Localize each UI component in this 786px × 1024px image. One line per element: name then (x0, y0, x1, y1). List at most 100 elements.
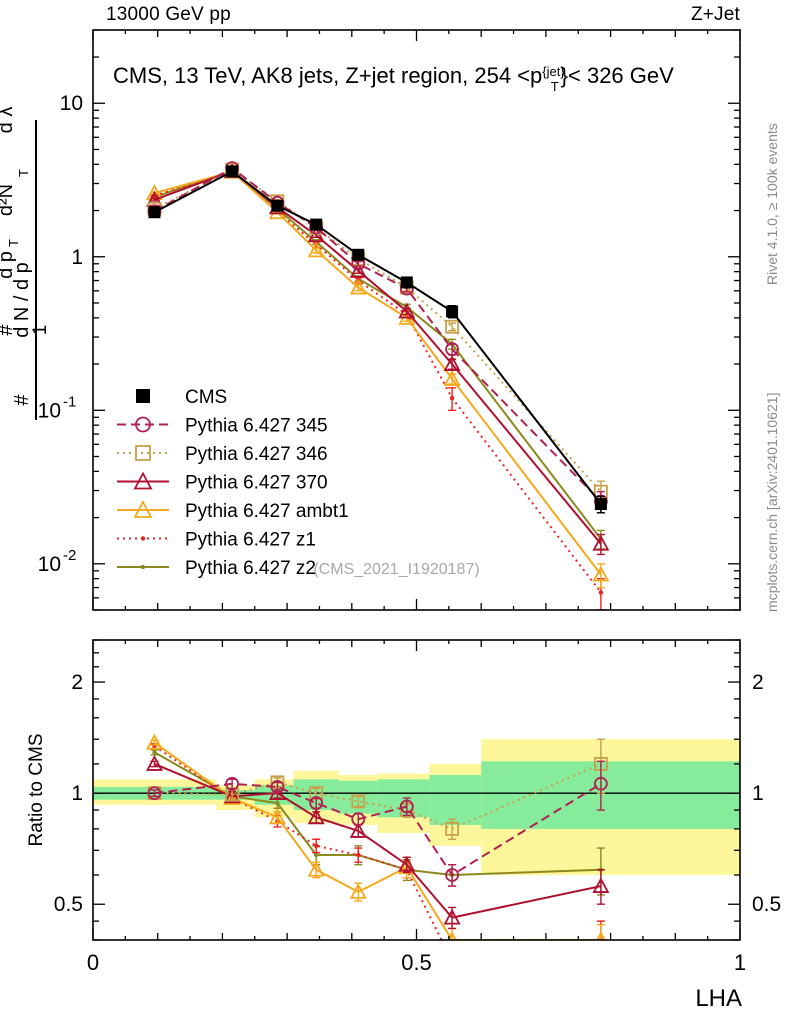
legend-entry-5: Pythia 6.427 z1 (117, 530, 316, 551)
mcplots-source-label: mcplots.cern.ch [arXiv:2401.10621] (764, 392, 780, 612)
ratio-y-axis-label: 0.5 (54, 893, 83, 916)
legend-label: CMS (185, 387, 227, 408)
data-marker (443, 355, 461, 371)
data-marker (307, 860, 325, 877)
y-axis-title-sub: T (6, 239, 21, 247)
rivet-version-label: Rivet 4.1.0, ≥ 100k events (764, 123, 780, 285)
error-bar (596, 869, 605, 905)
data-marker (443, 908, 461, 925)
main-series-cms (148, 165, 607, 514)
legend-entry-6: Pythia 6.427 z2 (117, 558, 316, 579)
data-marker (268, 203, 286, 220)
ratio-y-axis-label: 2 (71, 671, 83, 694)
dataset-watermark: (CMS_2021_I1920187) (313, 561, 479, 578)
data-marker (135, 445, 151, 461)
data-marker (356, 852, 361, 858)
main-panel-frame (92, 29, 741, 611)
legend-label: Pythia 6.427 370 (185, 473, 328, 494)
data-marker (400, 276, 413, 289)
legend-label: Pythia 6.427 z1 (185, 530, 316, 551)
y-axis-label-exponent: -1 (63, 393, 76, 410)
legend-label: Pythia 6.427 346 (185, 444, 328, 465)
series-line (154, 782, 602, 877)
y-axis-label: 10 (38, 399, 61, 422)
error-bar (448, 322, 457, 332)
legend-label: Pythia 6.427 345 (185, 416, 328, 437)
data-marker (592, 565, 610, 582)
error-bar (150, 789, 159, 798)
ratio-uncertainty-bands (93, 739, 740, 876)
y-axis-label: 10 (60, 92, 83, 115)
error-bar (354, 824, 363, 838)
data-marker (314, 843, 319, 848)
legend-entry-1: Pythia 6.427 345 (117, 416, 328, 437)
data-marker (225, 776, 240, 791)
data-marker (140, 536, 146, 541)
data-marker (309, 796, 324, 810)
data-marker (148, 206, 161, 219)
ratio-y-axis-label: 1 (71, 782, 83, 805)
data-marker (449, 395, 455, 401)
legend-entry-3: Pythia 6.427 370 (117, 471, 328, 494)
series-line (154, 762, 602, 919)
data-marker (133, 471, 153, 490)
data-marker (307, 808, 325, 825)
data-marker (145, 733, 163, 750)
data-marker (145, 755, 163, 771)
y-axis-title-part: d N / d p (11, 262, 33, 338)
series-line (154, 762, 602, 830)
data-marker (352, 248, 365, 261)
main-series-pythia-6-427-370 (145, 162, 610, 556)
data-marker (349, 822, 367, 838)
y-axis-fraction: d N / d p T #1 d²N d λ d p T # (0, 107, 51, 406)
data-marker (445, 822, 459, 836)
y-axis-title-part: d p (0, 251, 17, 279)
legend-marker (136, 389, 150, 403)
data-marker (135, 416, 151, 433)
ratio-y-axis-title: Ratio to CMS (26, 734, 47, 847)
x-axis-tick-label: 1 (734, 950, 746, 975)
legend-label: Pythia 6.427 ambt1 (185, 501, 349, 522)
data-marker (140, 564, 146, 570)
legend-entry-2: Pythia 6.427 346 (117, 444, 328, 465)
error-bar (354, 260, 363, 267)
data-marker (307, 241, 325, 258)
series-line (154, 166, 602, 503)
data-marker (398, 858, 416, 875)
series-line (153, 745, 601, 940)
y-axis-title-sub: T (16, 169, 31, 177)
header-right: Z+Jet (690, 4, 740, 25)
y-axis-label-exponent: -2 (63, 547, 76, 564)
ratio-series-pythia-6-427-345 (147, 760, 608, 887)
ratio-y-axis-label-right: 0.5 (752, 893, 781, 916)
data-marker (270, 779, 285, 794)
main-panel-title-text: CMS, 13 TeV, AK8 jets, Z+jet region, 254… (113, 63, 674, 94)
data-marker (592, 534, 610, 551)
y-axis-label: 10 (38, 553, 61, 576)
ratio-y-axis-label-right: 2 (752, 671, 764, 694)
y-axis-title-part: d²N (0, 184, 17, 216)
data-marker (268, 808, 286, 825)
data-marker (593, 776, 608, 791)
data-marker (275, 800, 280, 806)
data-marker (592, 877, 610, 893)
data-marker (598, 590, 604, 595)
ratio-series-group (145, 733, 610, 940)
data-marker (399, 799, 414, 814)
y-axis-title-part: 1 (30, 325, 51, 336)
header-left: 13000 GeV pp (106, 4, 231, 25)
data-marker (398, 855, 416, 872)
data-marker (349, 261, 367, 278)
data-marker (445, 342, 459, 357)
data-marker (443, 370, 461, 386)
main-series-pythia-6-427-ambt1 (145, 162, 610, 589)
y-axis-title-part: # (0, 324, 17, 336)
x-axis-tick-label: 0 (87, 950, 99, 975)
data-marker (351, 794, 366, 809)
data-marker (446, 305, 459, 318)
data-marker (133, 500, 153, 518)
legend-entry-0: CMS (136, 387, 227, 408)
data-marker (152, 750, 157, 755)
